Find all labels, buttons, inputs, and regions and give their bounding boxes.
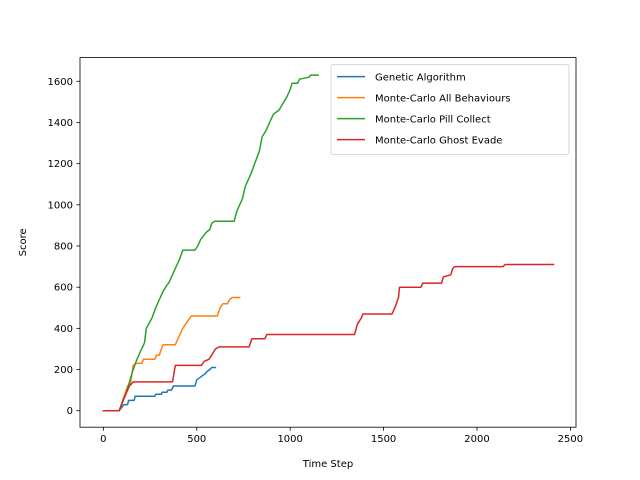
series-line-2 [102, 74, 319, 412]
y-tick-label: 1200 [48, 159, 73, 170]
x-tick-label: 500 [187, 434, 206, 445]
y-axis-label: Score [18, 228, 29, 256]
x-tick-label: 2500 [558, 434, 583, 445]
x-axis: 0 500 1000 1500 2000 2500 [100, 427, 583, 445]
x-tick-label: 1000 [277, 434, 302, 445]
legend-label-2: Monte-Carlo Pill Collect [375, 115, 491, 126]
legend-label-3: Monte-Carlo Ghost Evade [375, 136, 502, 147]
y-tick-label: 0 [67, 406, 73, 417]
y-tick-label: 1000 [48, 200, 73, 211]
legend-label-1: Monte-Carlo All Behaviours [375, 94, 511, 105]
y-tick-label: 400 [54, 324, 73, 335]
x-tick-label: 1500 [371, 434, 396, 445]
series-line-0 [102, 366, 217, 412]
x-tick-label: 0 [100, 434, 106, 445]
y-axis: 0 200 400 600 800 1000 1200 1400 1600 [48, 77, 80, 417]
series-lines [102, 74, 555, 412]
plot-frame [79, 57, 577, 428]
legend-box [330, 64, 570, 155]
series-line-3 [102, 263, 555, 412]
x-tick-label: 2000 [464, 434, 489, 445]
y-tick-label: 200 [54, 365, 73, 376]
series-line-1 [102, 296, 241, 412]
y-tick-label: 600 [54, 283, 73, 294]
y-tick-label: 1400 [48, 118, 73, 129]
y-tick-label: 800 [54, 242, 73, 253]
legend: Genetic Algorithm Monte-Carlo All Behavio… [330, 64, 570, 155]
plot-area [79, 57, 577, 428]
x-axis-label: Time Step [302, 459, 353, 470]
y-tick-label: 1600 [48, 77, 73, 88]
legend-label-0: Genetic Algorithm [375, 73, 466, 84]
